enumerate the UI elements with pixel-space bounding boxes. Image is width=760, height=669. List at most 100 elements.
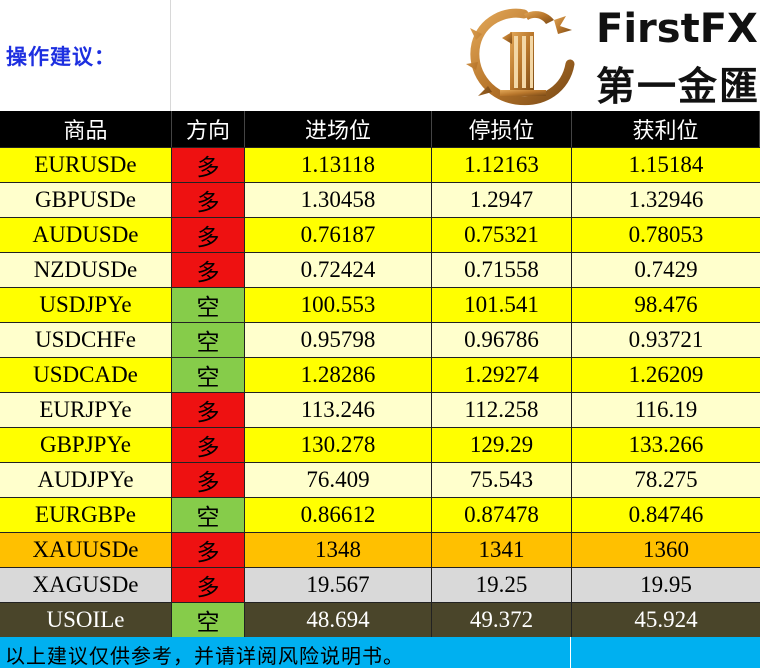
table-row: USOILe 空 48.694 49.372 45.924 xyxy=(0,603,760,638)
stop-cell: 75.543 xyxy=(432,463,572,497)
target-cell: 45.924 xyxy=(634,607,698,632)
symbol-cell: USOILe xyxy=(0,603,172,637)
target-cell: 116.19 xyxy=(634,397,698,422)
target-cell: 0.7429 xyxy=(634,257,698,282)
target-cell: 1360 xyxy=(643,537,689,562)
direction-cell: 多 xyxy=(172,218,245,252)
direction-cell: 多 xyxy=(172,568,245,602)
direction-cell: 多 xyxy=(172,428,245,462)
direction-cell: 多 xyxy=(172,183,245,217)
stop-cell: 112.258 xyxy=(432,393,572,427)
symbol-cell: EURUSDe xyxy=(0,148,172,182)
table-header-row: 商品 方向 进场位 停损位 获利位 xyxy=(0,111,760,148)
disclaimer-text: 以上建议仅供参考，并请详阅风险说明书。 xyxy=(5,644,404,668)
table-row: AUDUSDe 多 0.76187 0.75321 0.78053 xyxy=(0,218,760,253)
stop-cell: 1.2947 xyxy=(432,183,572,217)
entry-cell: 1348 xyxy=(245,533,432,567)
entry-cell: 76.409 xyxy=(245,463,432,497)
entry-cell: 100.553 xyxy=(245,288,432,322)
entry-cell: 1.28286 xyxy=(245,358,432,392)
entry-cell: 19.567 xyxy=(245,568,432,602)
table-row: NZDUSDe 多 0.72424 0.71558 0.7429 xyxy=(0,253,760,288)
symbol-cell: EURGBPe xyxy=(0,498,172,532)
direction-cell: 空 xyxy=(172,498,245,532)
entry-cell: 0.72424 xyxy=(245,253,432,287)
table-row: AUDJPYe 多 76.409 75.543 78.275 xyxy=(0,463,760,498)
page-title: 操作建议： xyxy=(6,45,116,69)
stop-cell: 0.87478 xyxy=(432,498,572,532)
header-direction: 方向 xyxy=(172,111,245,147)
table-row: GBPUSDe 多 1.30458 1.2947 1.32946 xyxy=(0,183,760,218)
brand-name-cn: 第一金匯 xyxy=(596,64,760,110)
entry-cell: 0.95798 xyxy=(245,323,432,357)
target-cell: 1.32946 xyxy=(628,187,704,212)
direction-cell: 空 xyxy=(172,323,245,357)
direction-cell: 空 xyxy=(172,288,245,322)
stop-cell: 49.372 xyxy=(432,603,572,637)
symbol-cell: NZDUSDe xyxy=(0,253,172,287)
brand-name-en: FirstFX xyxy=(596,6,758,52)
target-cell: 0.78053 xyxy=(628,222,704,247)
direction-cell: 多 xyxy=(172,463,245,497)
entry-cell: 48.694 xyxy=(245,603,432,637)
table-body: EURUSDe 多 1.13118 1.12163 1.15184 GBPUSDe 多 1.3… xyxy=(0,148,760,638)
target-cell: 78.275 xyxy=(634,467,698,492)
header-target: 获利位 xyxy=(572,111,760,147)
symbol-cell: AUDUSDe xyxy=(0,218,172,252)
table-row: USDJPYe 空 100.553 101.541 98.476 xyxy=(0,288,760,323)
stop-cell: 0.96786 xyxy=(432,323,572,357)
entry-cell: 0.86612 xyxy=(245,498,432,532)
stop-cell: 129.29 xyxy=(432,428,572,462)
target-cell: 1.26209 xyxy=(628,362,704,387)
entry-cell: 130.278 xyxy=(245,428,432,462)
header: 操作建议： FirstFX 第一金匯 xyxy=(0,0,760,111)
entry-cell: 0.76187 xyxy=(245,218,432,252)
symbol-cell: USDJPYe xyxy=(0,288,172,322)
symbol-cell: AUDJPYe xyxy=(0,463,172,497)
symbol-cell: USDCADe xyxy=(0,358,172,392)
stop-cell: 1.29274 xyxy=(432,358,572,392)
signal-table: 商品 方向 进场位 停损位 获利位 EURUSDe 多 1.13118 1.12163… xyxy=(0,111,760,638)
direction-cell: 空 xyxy=(172,358,245,392)
direction-cell: 多 xyxy=(172,253,245,287)
symbol-cell: GBPUSDe xyxy=(0,183,172,217)
footer-divider xyxy=(570,637,571,668)
entry-cell: 113.246 xyxy=(245,393,432,427)
target-cell: 98.476 xyxy=(634,292,698,317)
symbol-cell: EURJPYe xyxy=(0,393,172,427)
entry-cell: 1.30458 xyxy=(245,183,432,217)
symbol-cell: USDCHFe xyxy=(0,323,172,357)
header-entry: 进场位 xyxy=(245,111,432,147)
target-cell: 19.95 xyxy=(640,572,692,597)
symbol-cell: GBPJPYe xyxy=(0,428,172,462)
direction-cell: 空 xyxy=(172,603,245,637)
target-cell: 133.266 xyxy=(628,432,704,457)
table-row: XAGUSDe 多 19.567 19.25 19.95 xyxy=(0,568,760,603)
table-row: GBPJPYe 多 130.278 129.29 133.266 xyxy=(0,428,760,463)
title-cell: 操作建议： xyxy=(0,0,171,111)
stop-cell: 1341 xyxy=(432,533,572,567)
direction-cell: 多 xyxy=(172,393,245,427)
footer: 以上建议仅供参考，并请详阅风险说明书。 xyxy=(0,637,760,668)
target-cell: 1.15184 xyxy=(628,152,704,177)
symbol-cell: XAGUSDe xyxy=(0,568,172,602)
entry-cell: 1.13118 xyxy=(245,148,432,182)
stop-cell: 0.71558 xyxy=(432,253,572,287)
stop-cell: 101.541 xyxy=(432,288,572,322)
table-row: USDCHFe 空 0.95798 0.96786 0.93721 xyxy=(0,323,760,358)
stop-cell: 19.25 xyxy=(432,568,572,602)
header-symbol: 商品 xyxy=(0,111,172,147)
target-cell: 0.93721 xyxy=(628,327,704,352)
header-stop: 停损位 xyxy=(432,111,572,147)
table-row: XAUUSDe 多 1348 1341 1360 xyxy=(0,533,760,568)
direction-cell: 多 xyxy=(172,533,245,567)
table-row: EURGBPe 空 0.86612 0.87478 0.84746 xyxy=(0,498,760,533)
direction-cell: 多 xyxy=(172,148,245,182)
dragon-coin-logo-icon xyxy=(466,8,575,106)
table-row: EURJPYe 多 113.246 112.258 116.19 xyxy=(0,393,760,428)
symbol-cell: XAUUSDe xyxy=(0,533,172,567)
stop-cell: 0.75321 xyxy=(432,218,572,252)
table-row: USDCADe 空 1.28286 1.29274 1.26209 xyxy=(0,358,760,393)
target-cell: 0.84746 xyxy=(628,502,704,527)
table-row: EURUSDe 多 1.13118 1.12163 1.15184 xyxy=(0,148,760,183)
